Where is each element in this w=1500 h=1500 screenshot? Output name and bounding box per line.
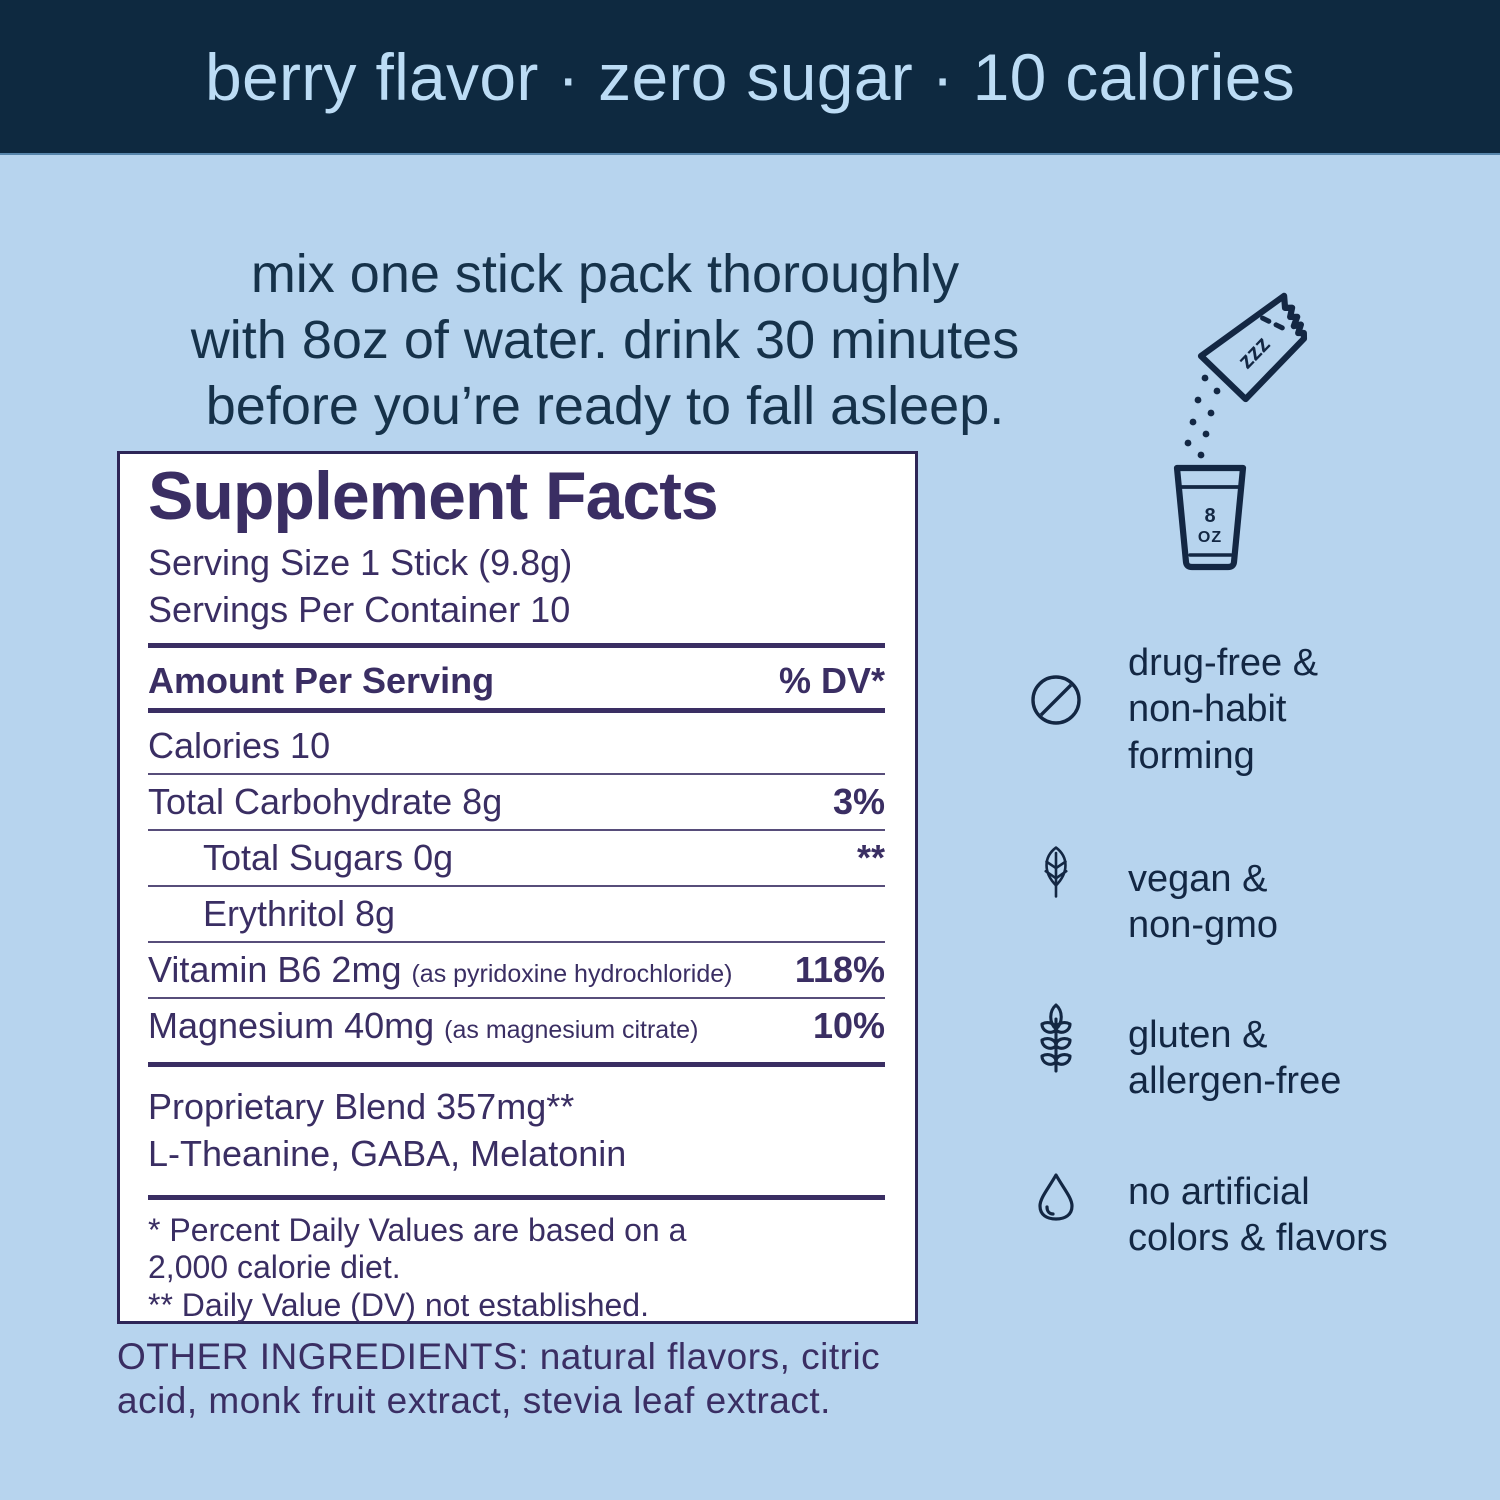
svg-text:OZ: OZ (1198, 529, 1222, 546)
svg-text:zzz: zzz (1232, 331, 1275, 374)
svg-text:8: 8 (1204, 505, 1215, 527)
